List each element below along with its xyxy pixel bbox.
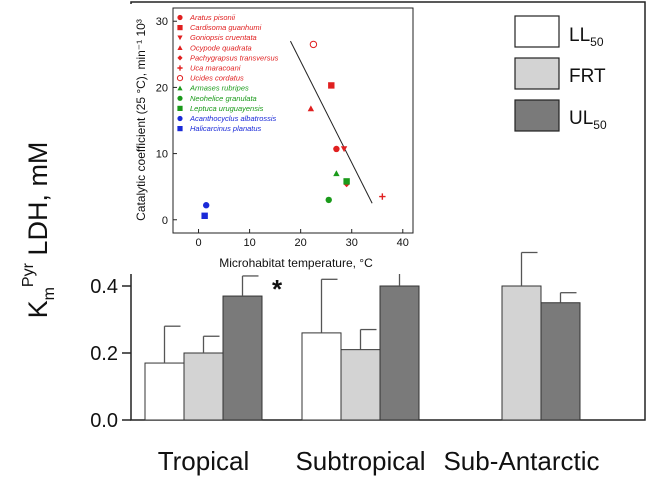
- legend-marker-halicarcinus-planatus: [177, 126, 183, 132]
- bar-sub-antarctic-ul50: [540, 302, 581, 421]
- legend-label-aratus-pisonii: Aratus pisonii: [189, 13, 235, 22]
- inset-y-tick-label: 0: [162, 215, 168, 227]
- point-leptuca-uruguayensis: [343, 178, 350, 185]
- point-neohelice-granulata: [325, 196, 332, 204]
- legend-marker-pachygrapsus-transversus: [177, 55, 183, 61]
- legend-label-uca-maracoani: Uca maracoani: [190, 64, 241, 73]
- bar-sub-antarctic-frt: [501, 285, 542, 421]
- inset-y-axis-label: Catalytic coefficient (25 °C), min⁻¹ 10³: [134, 19, 148, 221]
- legend-label-neohelice-granulata: Neohelice granulata: [190, 94, 257, 103]
- inset-x-tick-label: 30: [346, 237, 358, 249]
- inset-scatter-chart: 0 10 20 30 40 0 10 20 30 Microhabitat temperatur…: [117, 4, 417, 274]
- legend-label-ucides-cordatus: Ucides cordatus: [190, 74, 244, 83]
- point-ocypode-quadrata: [307, 105, 315, 112]
- bar-tropical-ll50: [144, 362, 185, 421]
- bar-subtropical-frt: [340, 349, 381, 421]
- point-uca-maracoani: [379, 193, 386, 200]
- bar-tropical-frt: [183, 352, 224, 421]
- inset-x-tick-label: 10: [243, 237, 255, 249]
- point-ucides-cordatus: [309, 40, 318, 49]
- legend-marker-cardisoma-guanhumi: [177, 25, 183, 31]
- legend-swatch-frt: [514, 57, 560, 90]
- inset-plot-frame: [172, 7, 414, 234]
- inset-x-tick-label: 0: [195, 237, 201, 249]
- legend-label-acanthocyclus-albatrossis: Acanthocyclus albatrossis: [189, 114, 277, 123]
- legend-marker-neohelice-granulata: [177, 95, 183, 101]
- point-cardisoma-guanhumi: [328, 82, 335, 89]
- inset-x-axis-label: Microhabitat temperature, °C: [219, 256, 373, 270]
- legend-label-ocypode-quadrata: Ocypode quadrata: [190, 43, 252, 52]
- legend-label-armases-rubripes: Armases rubripes: [189, 84, 249, 93]
- main-category-labels: Tropical Subtropical Sub-Antarctic: [158, 446, 600, 476]
- main-y-tick-label: 0.0: [90, 410, 118, 432]
- bar-tropical-ul50: [222, 295, 263, 421]
- inset-y-tick-label: 20: [156, 82, 168, 94]
- legend-label-leptuca-uruguayensis: Leptuca uruguayensis: [190, 104, 264, 113]
- point-armases-rubripes: [333, 170, 340, 177]
- inset-background: [117, 4, 417, 274]
- legend-label-goniopsis-cruentata: Goniopsis cruentata: [190, 33, 257, 42]
- category-label-subtropical: Subtropical: [295, 446, 425, 476]
- inset-y-tick-label: 30: [156, 16, 168, 28]
- point-acanthocyclus-albatrossis: [202, 202, 210, 209]
- main-bars: *: [144, 235, 581, 421]
- inset-trendline: [290, 40, 373, 204]
- legend-marker-uca-maracoani: [177, 65, 183, 71]
- category-label-tropical: Tropical: [158, 446, 250, 476]
- legend-marker-leptuca-uruguayensis: [177, 105, 183, 111]
- inset-axis-ticks: 0 10 20 30 40 0 10 20 30: [156, 16, 409, 249]
- legend-marker-goniopsis-cruentata: [177, 35, 183, 41]
- category-label-sub-antarctic: Sub-Antarctic: [443, 446, 599, 476]
- main-y-tick-label: 0.4: [90, 276, 118, 298]
- main-y-tick-label: 0.2: [90, 343, 118, 365]
- legend-label-cardisoma-guanhumi: Cardisoma guanhumi: [190, 23, 262, 32]
- point-goniopsis-cruentata: [340, 146, 348, 153]
- inset-points: [201, 40, 386, 219]
- inset-x-tick-label: 40: [397, 237, 409, 249]
- inset-x-tick-label: 20: [295, 237, 307, 249]
- significance-asterisk: *: [272, 274, 283, 304]
- main-y-axis-label: KmPyr LDH, mM: [20, 142, 58, 319]
- bar-subtropical-ll50: [301, 332, 342, 421]
- legend-marker-ocypode-quadrata: [177, 45, 183, 51]
- legend-marker-acanthocyclus-albatrossis: [177, 115, 183, 122]
- main-y-ticks: 0.0 0.2 0.4: [90, 276, 131, 432]
- bar-subtropical-ul50: [379, 285, 420, 421]
- legend-swatch-ll50: [514, 15, 560, 48]
- legend-label-ul50: UL50: [569, 108, 607, 132]
- legend-label-pachygrapsus-transversus: Pachygrapsus transversus: [190, 53, 279, 62]
- point-halicarcinus-planatus: [201, 212, 208, 219]
- inset-y-tick-label: 10: [156, 149, 168, 161]
- legend-label-frt: FRT: [569, 66, 606, 87]
- main-legend: LL50 FRT UL50: [514, 15, 607, 132]
- legend-marker-aratus-pisonii: [177, 14, 183, 21]
- legend-swatch-ul50: [514, 99, 560, 132]
- main-bar-chart: KmPyr LDH, mM 0.0 0.2 0.4 * Tropical Subtro…: [20, 1, 646, 476]
- point-aratus-pisonii: [333, 145, 340, 153]
- legend-label-ll50: LL50: [569, 25, 604, 49]
- legend-label-halicarcinus-planatus: Halicarcinus planatus: [190, 124, 262, 133]
- legend-marker-ucides-cordatus: [176, 75, 184, 82]
- legend-marker-armases-rubripes: [177, 85, 183, 91]
